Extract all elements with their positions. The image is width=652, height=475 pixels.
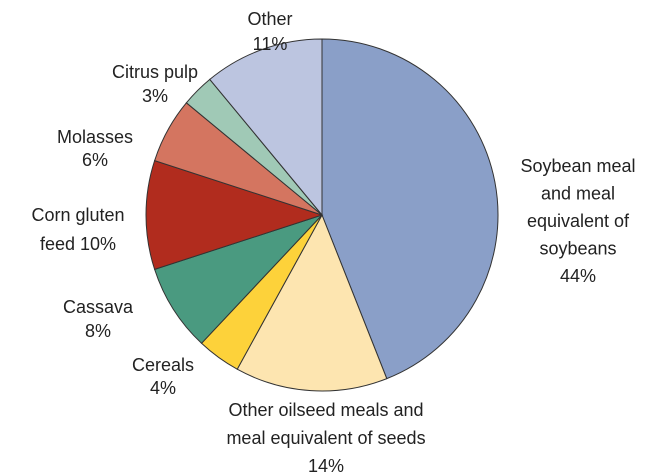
pie-slice	[236, 213, 388, 392]
slice-label-line: soybeans	[539, 238, 616, 258]
slice-label-line: and meal	[541, 183, 615, 203]
slice-label-line: Cereals	[132, 355, 194, 375]
pie-slice	[321, 38, 499, 380]
value-label: 11%	[253, 34, 288, 54]
slice-label-line: equivalent of	[527, 211, 630, 231]
slice-label: Citrus pulp	[112, 62, 198, 82]
slice-label: and meal	[541, 183, 615, 203]
slice-label: Soybean meal	[520, 156, 635, 176]
slice-label-line: Citrus pulp	[112, 62, 198, 82]
slice-label-line: Cassava	[63, 297, 134, 317]
slice-label: Other	[247, 9, 292, 29]
slice-label: Corn gluten	[31, 205, 124, 225]
slice-label: feed 10%	[40, 234, 116, 254]
slice-label-line: Other oilseed meals and	[228, 400, 423, 420]
slice-label-line: Soybean meal	[520, 156, 635, 176]
value-label: 14%	[308, 456, 344, 475]
value-label: 8%	[85, 321, 111, 341]
value-label: 44%	[560, 266, 596, 286]
slice-label: Other oilseed meals and	[228, 400, 423, 420]
pie-slice	[209, 38, 323, 217]
slice-label: equivalent of	[527, 211, 630, 231]
slice-label: Cassava	[63, 297, 134, 317]
pie-slice	[153, 214, 323, 345]
slice-label-line: Corn gluten	[31, 205, 124, 225]
slice-label-line: feed	[40, 234, 75, 254]
slice-label-line: Molasses	[57, 127, 133, 147]
value-label: 10%	[80, 234, 116, 254]
pie-slice	[145, 159, 324, 271]
slice-label-line: meal equivalent of seeds	[226, 428, 425, 448]
value-label: 6%	[82, 150, 108, 170]
value-label: 4%	[150, 378, 176, 398]
slice-label: Molasses	[57, 127, 133, 147]
slice-label: soybeans	[539, 238, 616, 258]
slice-label: meal equivalent of seeds	[226, 428, 425, 448]
value-label: 3%	[142, 86, 168, 106]
slice-label: Cereals	[132, 355, 194, 375]
slice-label-line: Other	[247, 9, 292, 29]
